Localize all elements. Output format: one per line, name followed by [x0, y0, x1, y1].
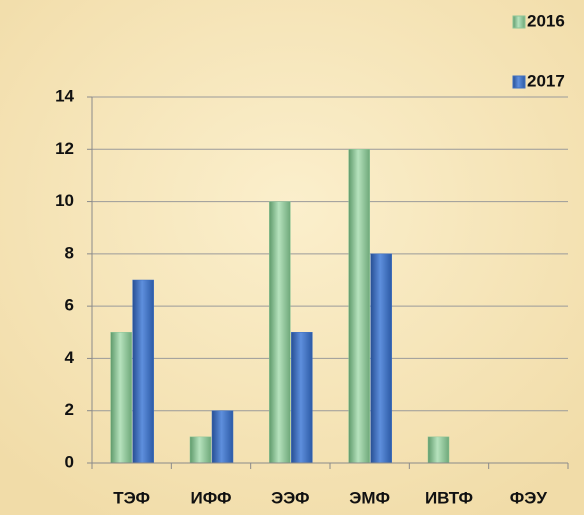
y-tick-label: 0	[65, 452, 74, 471]
legend-label: 2017	[527, 71, 565, 90]
bar	[427, 436, 450, 464]
legend-swatch	[512, 15, 526, 29]
x-tick-label: ФЭУ	[510, 488, 548, 507]
x-tick-label: ЭЭФ	[271, 488, 309, 507]
bar	[211, 410, 234, 464]
x-tick-label: ТЭФ	[113, 488, 150, 507]
bar	[291, 332, 313, 464]
bar	[189, 436, 212, 464]
y-tick-label: 2	[65, 400, 74, 419]
x-tick-label: ИФФ	[190, 488, 231, 507]
y-tick-label: 4	[65, 348, 75, 367]
bar	[110, 332, 132, 464]
bar	[370, 253, 392, 464]
legend-label: 2016	[527, 11, 565, 30]
bar	[269, 201, 291, 464]
legend-swatch	[512, 75, 526, 89]
y-tick-label: 6	[65, 296, 74, 315]
bar	[132, 279, 154, 464]
x-tick-label: ЭМФ	[349, 488, 390, 507]
y-tick-label: 8	[65, 243, 74, 262]
y-tick-label: 14	[55, 86, 74, 105]
y-tick-label: 12	[55, 139, 74, 158]
bar	[348, 149, 370, 464]
x-tick-label: ИВТФ	[425, 488, 473, 507]
y-tick-label: 10	[55, 191, 74, 210]
